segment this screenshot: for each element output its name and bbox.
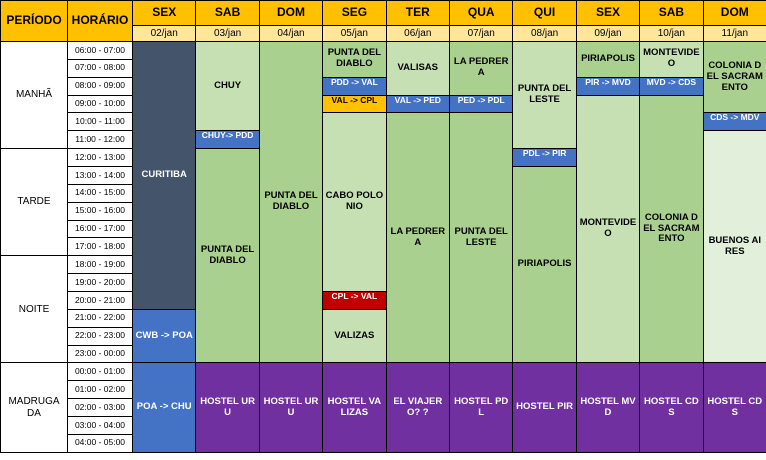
time-column-header: HORÁRIO <box>67 0 133 42</box>
day-header-sab: SAB <box>639 0 704 26</box>
activity-block: PUNTA DEL DIABLO <box>195 148 260 364</box>
activity-block: PUNTA DEL LESTE <box>449 112 514 364</box>
period-label-manhã: MANHÃ <box>0 41 68 150</box>
activity-block: HOSTEL CDS <box>702 362 766 453</box>
day-date: 10/jan <box>639 25 704 42</box>
activity-block: CWB -> POA <box>132 308 197 364</box>
activity-block: LA PEDRERA <box>385 112 450 364</box>
hour-slot: 00:00 - 01:00 <box>67 362 133 382</box>
day-header-dom: DOM <box>702 0 766 26</box>
activity-block: LA PEDRERA <box>449 41 514 96</box>
period-label-tarde: TARDE <box>0 148 68 257</box>
hour-slot: 15:00 - 16:00 <box>67 201 133 221</box>
activity-block: MONTEVIDEO <box>575 94 641 364</box>
activity-block: CABO POLONIO <box>322 112 387 293</box>
hour-slot: 23:00 - 00:00 <box>67 344 133 364</box>
day-header-ter: TER <box>385 0 450 26</box>
day-header-qui: QUI <box>512 0 577 26</box>
activity-block: PUNTA DEL DIABLO <box>258 41 324 364</box>
hour-slot: 20:00 - 21:00 <box>67 291 133 310</box>
activity-block: VAL -> PED <box>385 94 450 114</box>
hour-slot: 11:00 - 12:00 <box>67 130 133 150</box>
day-date: 08/jan <box>512 25 577 42</box>
activity-block: CDS -> MDV <box>702 112 766 132</box>
activity-block: HOSTEL URU <box>258 362 324 453</box>
activity-block: MVD -> CDS <box>639 76 704 96</box>
day-header-qua: QUA <box>449 0 514 26</box>
hour-slot: 14:00 - 15:00 <box>67 183 133 203</box>
day-date: 04/jan <box>258 25 324 42</box>
activity-block: BUENOS AIRES <box>702 130 766 364</box>
activity-block: CHUY-> PDD <box>195 130 260 150</box>
activity-block: PIR -> MVD <box>575 76 641 96</box>
activity-block: PDL -> PIR <box>512 148 577 168</box>
activity-block: VALIZAS <box>322 308 387 364</box>
day-date: 11/jan <box>702 25 766 42</box>
activity-block: CHUY <box>195 41 260 132</box>
hour-slot: 01:00 - 02:00 <box>67 380 133 400</box>
day-date: 07/jan <box>449 25 514 42</box>
hour-slot: 22:00 - 23:00 <box>67 326 133 346</box>
day-date: 05/jan <box>322 25 387 42</box>
activity-block: PIRIAPOLIS <box>575 41 641 78</box>
period-label-madrugada: MADRUGADA <box>0 362 68 453</box>
activity-block: HOSTEL PDL <box>449 362 514 453</box>
hour-slot: 13:00 - 14:00 <box>67 166 133 185</box>
hour-slot: 12:00 - 13:00 <box>67 148 133 168</box>
activity-block: COLONIA DEL SACRAMENTO <box>702 41 766 114</box>
hour-slot: 21:00 - 22:00 <box>67 308 133 328</box>
activity-block: VAL -> CPL <box>322 94 387 114</box>
hour-slot: 04:00 - 05:00 <box>67 433 133 453</box>
activity-block: PUNTA DEL DIABLO <box>322 41 387 78</box>
activity-block: HOSTEL URU <box>195 362 260 453</box>
day-date: 03/jan <box>195 25 260 42</box>
hour-slot: 09:00 - 10:00 <box>67 94 133 114</box>
period-label-noite: NOITE <box>0 255 68 364</box>
day-header-sab: SAB <box>195 0 260 26</box>
activity-block: HOSTEL VALIZAS <box>322 362 387 453</box>
day-header-dom: DOM <box>258 0 324 26</box>
hour-slot: 18:00 - 19:00 <box>67 255 133 275</box>
hour-slot: 19:00 - 20:00 <box>67 273 133 293</box>
day-date: 09/jan <box>575 25 641 42</box>
activity-block: POA -> CHU <box>132 362 197 453</box>
activity-block: MONTEVIDEO <box>639 41 704 78</box>
hour-slot: 02:00 - 03:00 <box>67 398 133 418</box>
period-column-header: PERÍODO <box>0 0 68 42</box>
activity-block: CPL -> VAL <box>322 291 387 310</box>
hour-slot: 07:00 - 08:00 <box>67 58 133 78</box>
activity-block: HOSTEL CDS <box>639 362 704 453</box>
hour-slot: 16:00 - 17:00 <box>67 219 133 239</box>
activity-block: CURITIBA <box>132 41 197 310</box>
hour-slot: 17:00 - 18:00 <box>67 237 133 257</box>
hour-slot: 06:00 - 07:00 <box>67 41 133 60</box>
day-header-sex: SEX <box>132 0 197 26</box>
activity-block: VALISAS <box>385 41 450 96</box>
hour-slot: 10:00 - 11:00 <box>67 112 133 132</box>
activity-block: HOSTEL MVD <box>575 362 641 453</box>
day-date: 02/jan <box>132 25 197 42</box>
day-date: 06/jan <box>385 25 450 42</box>
day-header-seg: SEG <box>322 0 387 26</box>
activity-block: PED -> PDL <box>449 94 514 114</box>
day-header-sex: SEX <box>575 0 641 26</box>
activity-block: EL VIAJERO? ? <box>385 362 450 453</box>
activity-block: PDD -> VAL <box>322 76 387 96</box>
activity-block: PUNTA DEL LESTE <box>512 41 577 150</box>
hour-slot: 03:00 - 04:00 <box>67 416 133 435</box>
hour-slot: 08:00 - 09:00 <box>67 76 133 96</box>
activity-block: PIRIAPOLIS <box>512 166 577 364</box>
activity-block: COLONIA DEL SACRAMENTO <box>639 94 704 364</box>
activity-block: HOSTEL PIR <box>512 362 577 453</box>
